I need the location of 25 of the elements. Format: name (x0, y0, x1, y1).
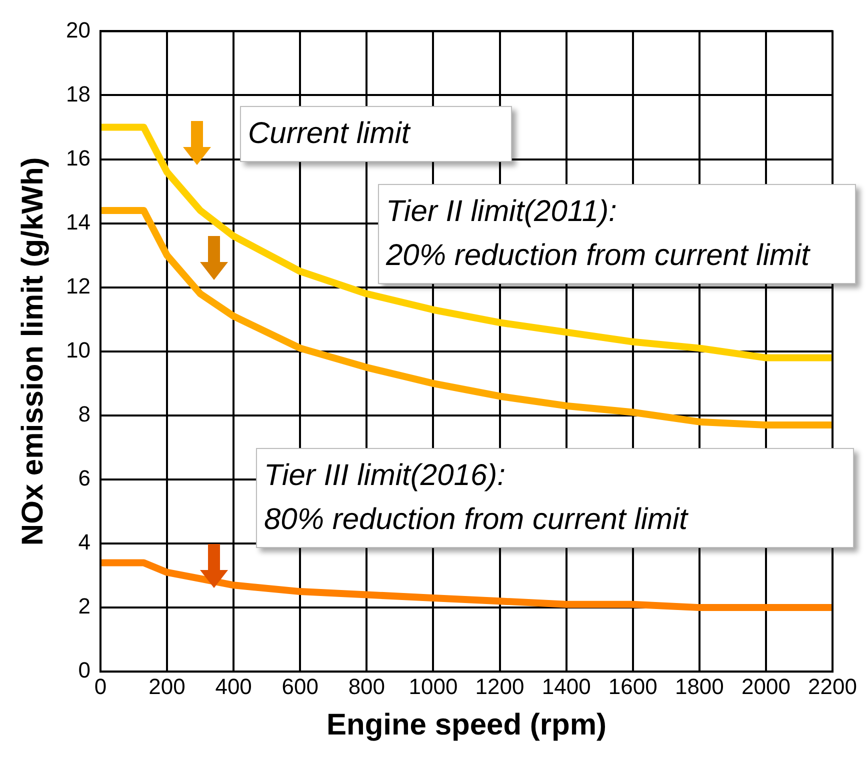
x-tick-label: 1600 (608, 674, 658, 699)
x-tick-label: 800 (348, 674, 386, 699)
x-tick-label: 1400 (542, 674, 591, 699)
x-tick-label: 1800 (674, 674, 724, 699)
x-tick-label: 1200 (475, 674, 524, 699)
x-tick-label: 0 (94, 674, 107, 699)
y-tick-label: 12 (66, 273, 90, 298)
y-tick-label: 0 (78, 658, 90, 683)
x-tick-label: 1000 (408, 674, 458, 699)
x-tick-label: 2000 (742, 674, 790, 699)
x-axis-title: Engine speed (rpm) (326, 708, 607, 742)
x-tick-label: 200 (148, 674, 186, 699)
y-axis-title: NOx emission limit (g/kWh) (16, 157, 50, 546)
x-tick-label: 600 (282, 674, 318, 699)
y-tick-label: 2 (78, 594, 90, 619)
y-tick-label: 10 (66, 337, 90, 362)
y-tick-label: 6 (78, 466, 90, 491)
y-tick-label: 4 (78, 530, 90, 555)
y-tick-label: 16 (66, 145, 90, 170)
y-tick-label: 14 (66, 209, 90, 234)
x-tick-label: 400 (215, 674, 252, 699)
y-tick-label: 8 (78, 402, 90, 427)
y-tick-label: 20 (66, 17, 90, 42)
x-tick-label: 2200 (808, 674, 858, 699)
y-tick-label: 18 (66, 81, 90, 106)
